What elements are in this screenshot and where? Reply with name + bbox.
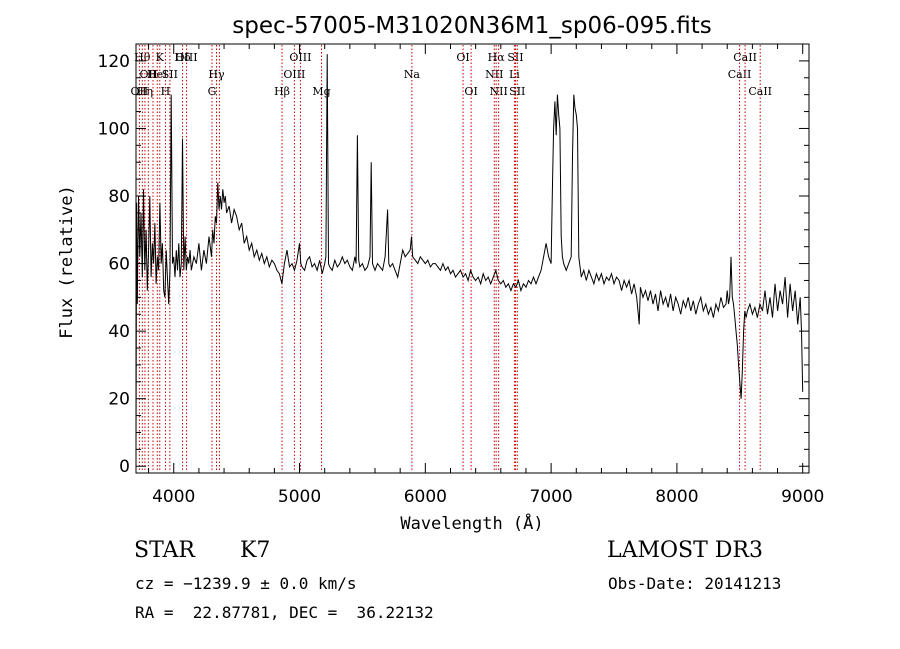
marker-label-28: CaII — [733, 51, 757, 64]
marker-label-2: Hη — [137, 85, 153, 98]
y-tick-label: 20 — [108, 390, 130, 410]
marker-label-9: Hδ — [174, 51, 191, 64]
marker-label-23: NII — [490, 85, 508, 98]
marker-label-4: H — [148, 68, 158, 81]
y-tick-label: 60 — [108, 255, 130, 275]
sky-coordinates: RA = 22.87781, DEC = 36.22132 — [135, 603, 434, 622]
x-tick-label: 7000 — [529, 487, 572, 507]
marker-label-19: OI — [456, 51, 469, 64]
marker-label-26: SII — [509, 85, 525, 98]
x-axis-label: Wavelength (Å) — [400, 512, 543, 534]
x-tick-label: 4000 — [152, 487, 195, 507]
y-tick-label: 40 — [108, 322, 130, 342]
chart-title: spec-57005-M31020N36M1_sp06-095.fits — [232, 13, 711, 39]
marker-label-20: OI — [464, 85, 477, 98]
marker-label-6: K — [156, 51, 165, 64]
marker-label-24: Li — [509, 68, 520, 81]
y-tick-label: 0 — [119, 457, 130, 477]
x-tick-label: 5000 — [278, 487, 321, 507]
marker-label-18: Na — [404, 68, 421, 81]
y-tick-label: 80 — [108, 187, 130, 207]
object-class: STAR — [134, 538, 195, 563]
x-tick-label: 9000 — [781, 487, 824, 507]
spectral-line-markers: OIIHθHηOIIHHeIKHSIIHδOIIIGHγHβOIIIOIIIMg… — [131, 45, 772, 472]
object-subclass: K7 — [240, 538, 271, 563]
marker-label-17: Mg — [312, 85, 330, 98]
marker-label-8: SII — [162, 68, 178, 81]
redshift-velocity: cz = −1239.9 ± 0.0 km/s — [135, 574, 357, 593]
axis-ticks: 4000 5000 6000 7000 8000 9000 0 20 40 60 80 100 120 — [98, 43, 824, 507]
marker-label-16: OIII — [289, 51, 311, 64]
flux-series-line — [135, 54, 804, 450]
marker-label-25: SII — [507, 51, 523, 64]
y-tick-label: 100 — [98, 119, 130, 139]
marker-label-29: CaII — [748, 85, 772, 98]
spectrum-chart: spec-57005-M31020N36M1_sp06-095.fits OII… — [57, 13, 824, 534]
marker-label-0: OII — [131, 85, 149, 98]
marker-label-12: Hγ — [208, 68, 225, 81]
x-tick-label: 6000 — [404, 487, 447, 507]
marker-label-21: NII — [485, 68, 503, 81]
plot-frame — [135, 43, 810, 474]
x-tick-label: 8000 — [655, 487, 698, 507]
marker-label-15: OIII — [283, 68, 305, 81]
marker-label-7: H — [161, 85, 171, 98]
marker-label-27: CaII — [728, 68, 752, 81]
marker-label-10: OIII — [176, 51, 198, 64]
y-axis-label: Flux (relative) — [57, 185, 77, 339]
y-tick-label: 120 — [98, 52, 130, 72]
marker-label-14: Hβ — [274, 85, 290, 98]
marker-label-11: G — [208, 85, 217, 98]
observation-date: Obs-Date: 20141213 — [608, 574, 782, 593]
survey-name: LAMOST DR3 — [607, 538, 763, 563]
marker-label-5: HeI — [147, 68, 167, 81]
marker-label-22: Hα — [488, 51, 506, 64]
